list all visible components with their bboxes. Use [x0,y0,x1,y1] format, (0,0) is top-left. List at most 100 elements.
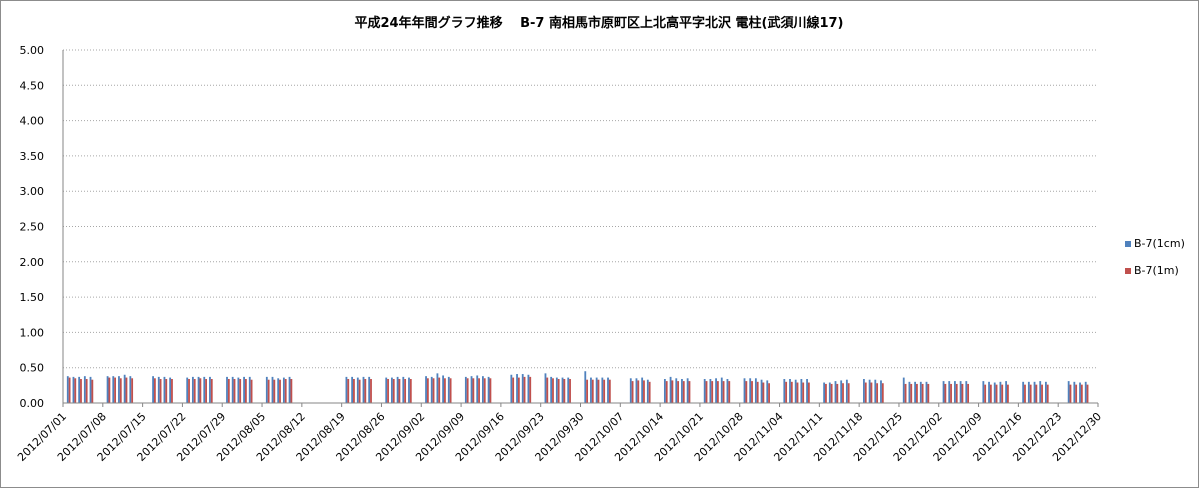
bar-b7-1m [210,379,213,403]
bar-b7-1m [637,380,640,403]
bar-b7-1m [603,379,606,403]
bar-b7-1cm [447,376,450,403]
bar-b7-1cm [709,379,712,403]
bar-b7-1cm [561,377,564,403]
bar-b7-1m [426,378,429,403]
bar-b7-1cm [243,376,245,403]
y-tick-label: 4.50 [20,79,45,92]
bar-b7-1cm [476,375,479,403]
bar-b7-1m [569,379,571,403]
bar-b7-1cm [845,379,848,403]
bar-b7-1m [910,383,913,403]
bar-b7-1cm [914,381,917,403]
bar-b7-1m [1086,384,1089,403]
bar-b7-1m [119,378,122,403]
bar-b7-1m [512,377,515,403]
bar-b7-1cm [783,379,786,403]
bar-b7-1m [370,379,372,403]
bar-b7-1cm [567,377,570,403]
bar-b7-1m [1024,384,1026,403]
bar-b7-1m [444,378,446,403]
bar-b7-1m [432,378,435,403]
bar-b7-1m [677,381,679,403]
bar-b7-1cm [874,379,877,403]
bar-b7-1m [802,382,805,403]
bar-b7-1cm [351,376,354,403]
bar-b7-1m [648,381,651,403]
bar-b7-1m [785,381,788,403]
bar-b7-1cm [959,381,962,403]
bar-b7-1cm [123,374,126,403]
bar-b7-1m [1035,384,1038,403]
bar-b7-1m [233,379,236,403]
bar-b7-1m [944,383,947,403]
bar-b7-1m [472,378,475,403]
bar-b7-1cm [129,376,132,403]
bar-b7-1m [671,380,674,403]
bar-b7-1cm [663,379,666,403]
bar-b7-1m [131,378,134,403]
bar-b7-1cm [703,379,706,403]
bar-b7-1m [984,384,987,403]
bar-b7-1cm [66,376,69,403]
y-tick-label: 2.00 [20,256,45,269]
bar-b7-1m [91,379,94,403]
bar-b7-1cm [629,378,632,403]
bar-b7-1m [438,377,441,403]
bar-b7-1cm [368,376,371,403]
bar-b7-1cm [112,376,115,403]
legend-swatch [1125,268,1131,274]
bar-b7-1cm [766,380,769,403]
bar-b7-1m [591,379,594,403]
bar-b7-1m [847,383,850,403]
bar-b7-1cm [345,376,348,403]
bar-b7-1m [995,384,998,403]
y-tick-label: 5.00 [20,44,45,57]
bar-b7-1cm [806,379,808,403]
bar-b7-1cm [675,378,678,403]
bar-b7-1cm [669,376,672,403]
bar-b7-1m [114,377,116,403]
bar-b7-1cm [988,381,990,403]
bar-b7-1cm [550,376,553,403]
bar-b7-1m [108,377,111,403]
bar-b7-1cm [402,376,405,403]
grid-layer [63,49,1098,369]
bar-b7-1cm [1079,382,1081,403]
bar-b7-1m [756,381,759,403]
bar-b7-1cm [584,371,587,403]
bar-b7-1m [404,379,407,403]
bar-b7-1m [705,381,708,403]
bar-b7-1cm [965,381,968,403]
bar-b7-1m [950,383,952,403]
bar-b7-1cm [191,376,194,403]
bar-b7-1cm [396,376,399,403]
bar-b7-1m [347,379,350,403]
bar-b7-1cm [231,376,234,403]
bar-b7-1cm [118,376,120,403]
bar-b7-1cm [527,374,530,403]
bar-b7-1m [244,379,247,403]
bar-b7-1cm [470,376,473,403]
bar-b7-1m [631,381,634,403]
bar-b7-1m [921,383,924,403]
bar-b7-1cm [282,377,285,403]
bar-b7-1m [751,381,753,403]
bar-b7-1cm [686,378,689,403]
bar-b7-1m [489,378,492,403]
y-tick-label: 2.50 [20,221,45,234]
bar-b7-1m [688,381,691,403]
bar-b7-1m [967,383,970,403]
bar-b7-1m [762,382,765,403]
bar-b7-1cm [863,379,865,403]
bar-b7-1m [807,382,810,403]
bar-b7-1cm [186,377,189,403]
bar-b7-1m [1046,384,1049,403]
bar-b7-1cm [595,377,598,403]
bar-b7-1cm [641,377,644,403]
bar-b7-1cm [169,377,172,403]
bar-b7-1cm [908,381,911,403]
bar-b7-1m [205,379,207,403]
bar-b7-1m [80,379,82,403]
bar-b7-1m [273,379,276,403]
